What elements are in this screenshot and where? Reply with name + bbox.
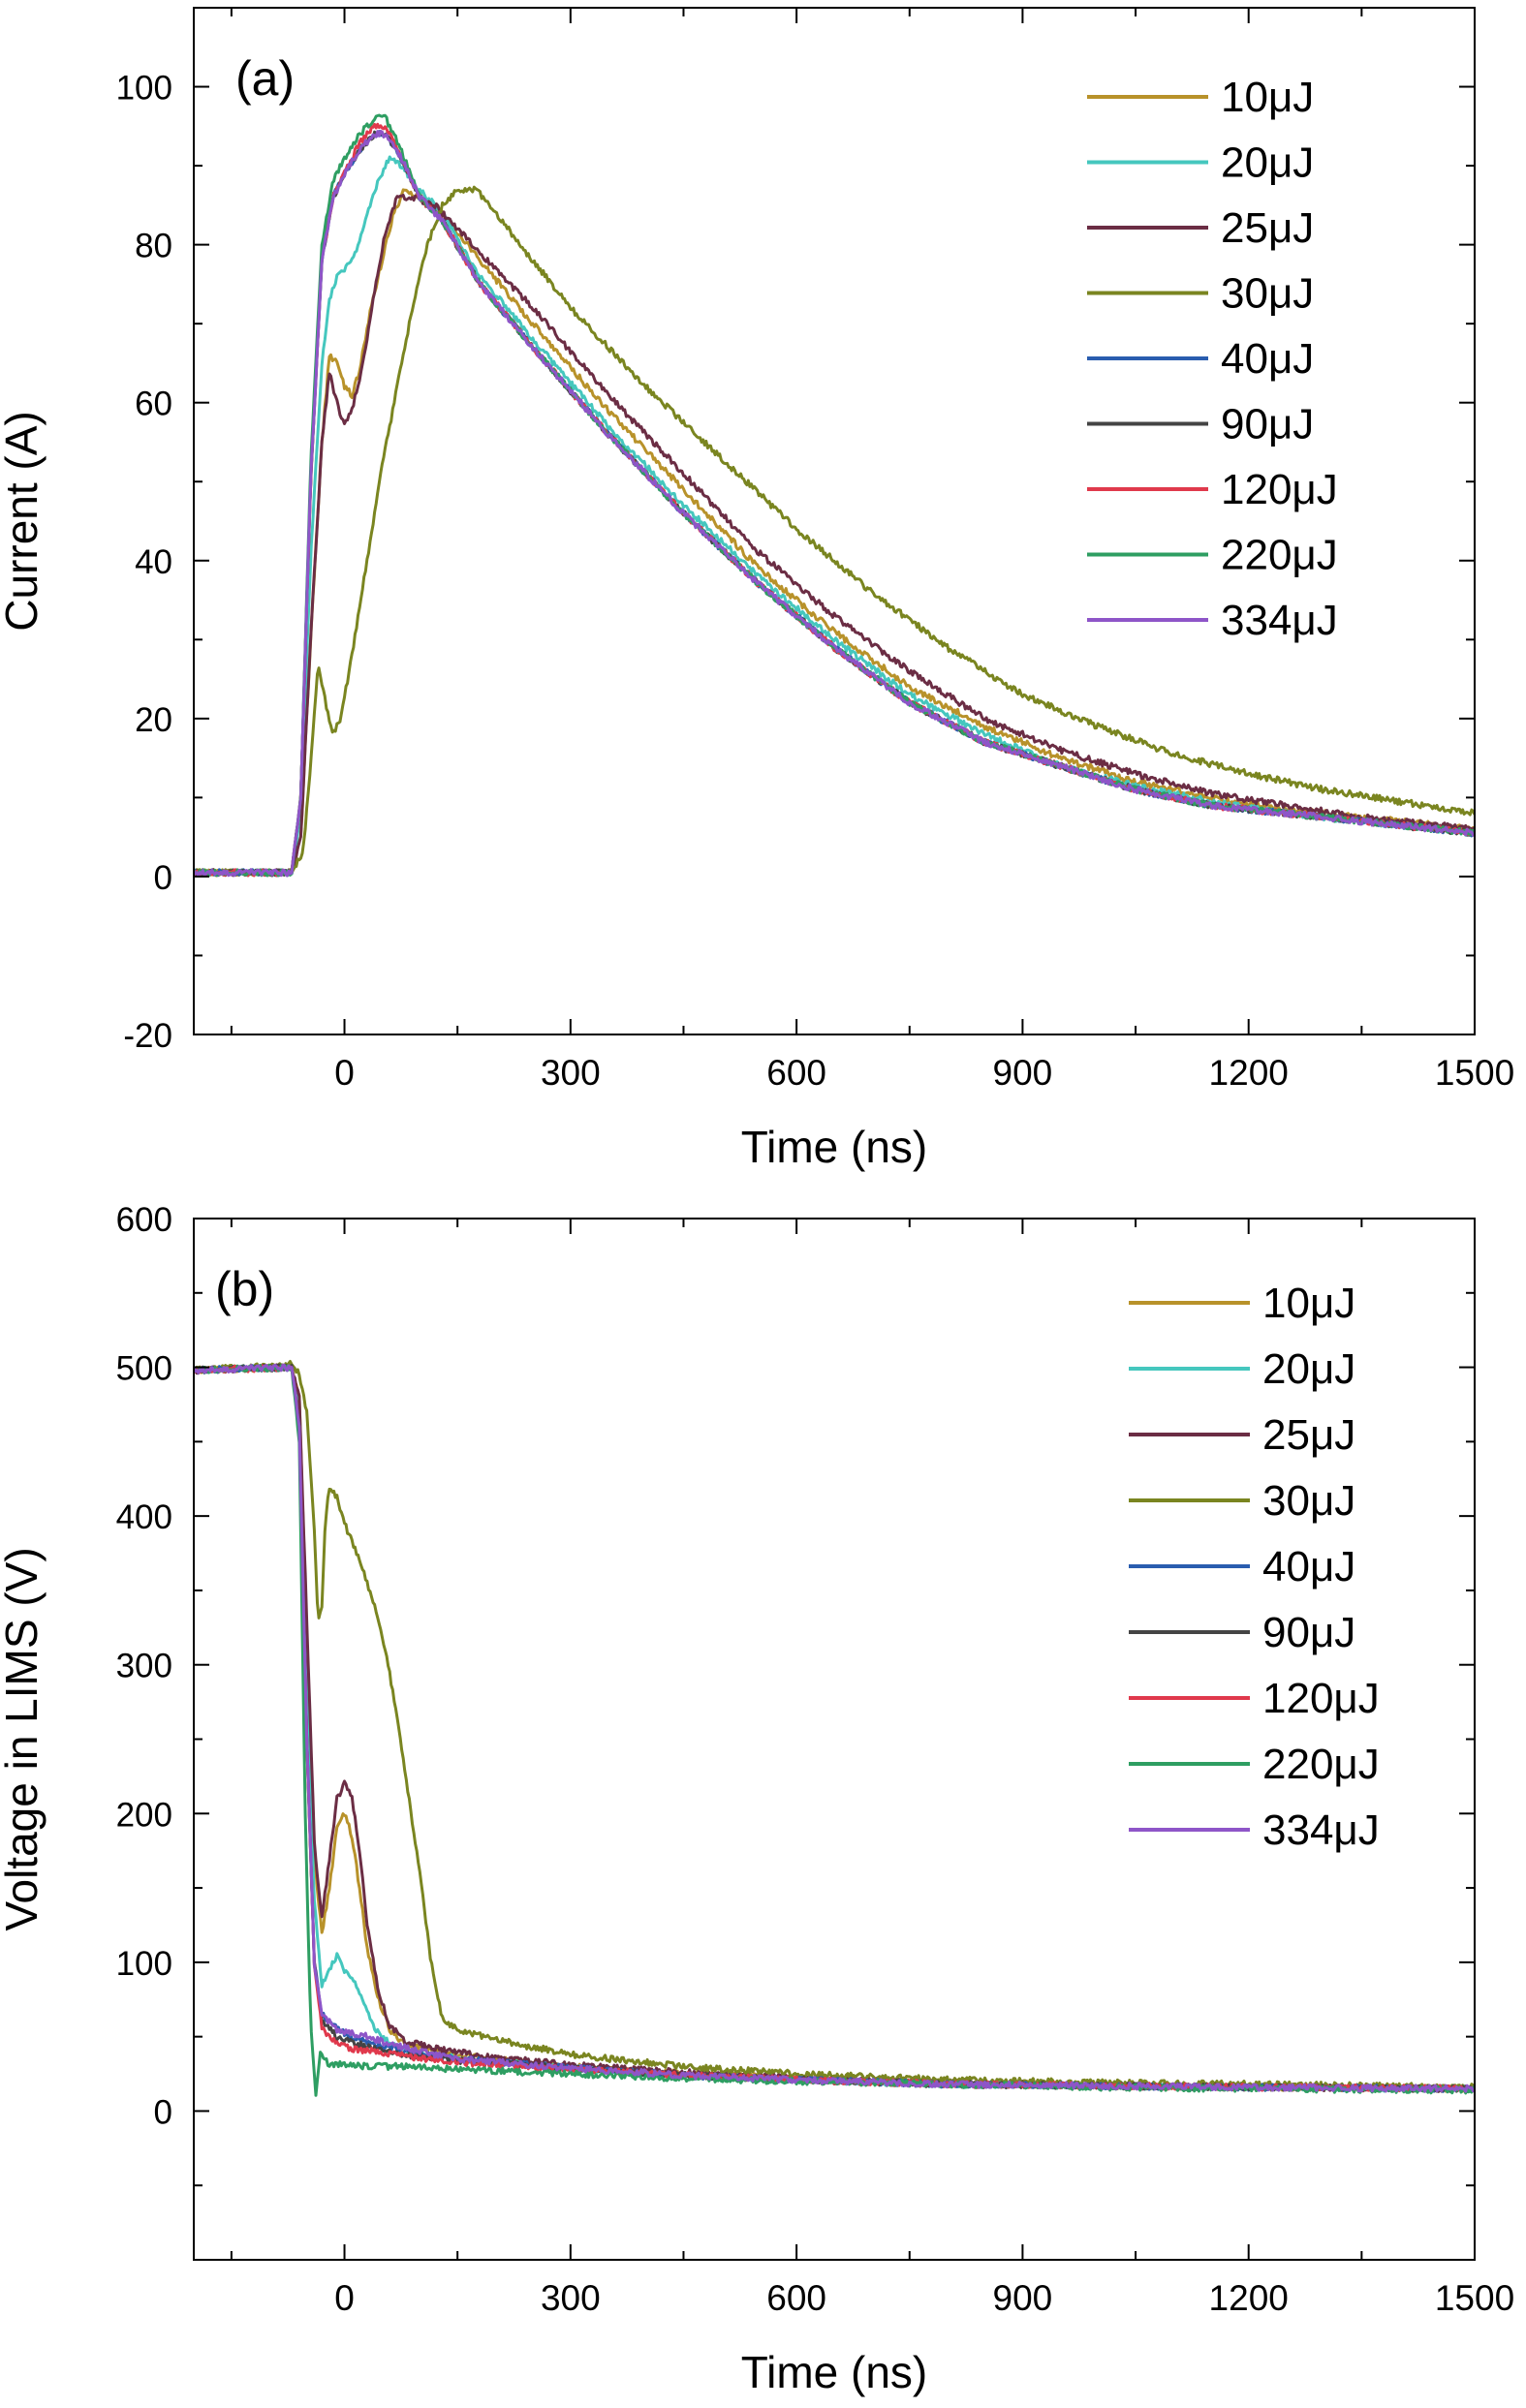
chart-a-panel-label: (a) [235,51,295,106]
chart-a-y-tick-label: 40 [135,543,172,581]
chart-b-legend-label: 334μJ [1262,1806,1380,1854]
chart-a-series-line [194,194,1475,878]
chart-a-x-tick-label: 300 [541,1053,601,1093]
chart-b-y-tick-label: 600 [116,1201,172,1239]
chart-a-x-axis-label: Time (ns) [741,1122,928,1172]
chart-b-series-layer [194,1360,1475,2097]
chart-b-y-tick-label: 200 [116,1796,172,1834]
chart-b-series-line [194,1363,1475,2093]
chart-b-x-tick-label: 600 [766,2278,826,2318]
chart-b-x-tick-label: 900 [993,2278,1053,2318]
chart-a-ticks: 0 300 600 900 1200 1500 -20 0 20 40 60 80 100 [116,7,1514,1093]
chart-b-series-line [194,1364,1475,2097]
chart-a-legend-label: 20μJ [1221,139,1314,187]
chart-b-y-tick-label: 0 [154,2093,172,2131]
chart-b-panel-label: (b) [215,1262,274,1316]
chart-a-series-line [194,129,1475,878]
chart-a-legend-label: 40μJ [1221,335,1314,383]
chart-a-y-tick-label: 60 [135,386,172,423]
chart-a-legend-label: 30μJ [1221,270,1314,318]
chart-b-y-axis-label: Voltage in LIMS (V) [0,1547,47,1930]
chart-a-x-tick-label: 0 [334,1053,355,1093]
chart-a-legend-label: 334μJ [1221,597,1338,644]
chart-a-legend-label: 220μJ [1221,532,1338,579]
chart-b-legend-label: 220μJ [1262,1741,1380,1788]
chart-b-legend-label: 25μJ [1262,1411,1355,1459]
chart-b-series-line [194,1363,1475,2093]
chart-b-legend-label: 10μJ [1262,1280,1355,1327]
chart-b-series-line [194,1360,1475,2091]
chart-b-y-tick-label: 100 [116,1945,172,1983]
chart-a-y-axis-label: Current (A) [0,411,47,631]
chart-b-legend-label: 120μJ [1262,1675,1380,1722]
chart-a: 0 300 600 900 1200 1500 -20 0 20 40 60 80 100 (a) Ti… [0,7,1514,1172]
chart-b-legend-label: 90μJ [1262,1609,1355,1656]
chart-b-y-tick-label: 400 [116,1498,172,1536]
chart-a-x-tick-label: 900 [993,1053,1053,1093]
chart-b-series-line [194,1363,1475,2093]
chart-a-x-tick-label: 1200 [1209,1053,1289,1093]
chart-b-x-tick-label: 1500 [1435,2278,1514,2318]
chart-a-y-tick-label: 0 [154,859,172,897]
chart-b-series-line [194,1363,1475,2093]
chart-b: 0 300 600 900 1200 1500 0 100 200 300 400 500 600 (b… [0,1201,1514,2397]
chart-b-x-axis-label: Time (ns) [741,2347,928,2397]
chart-a-series-layer [194,113,1475,878]
chart-a-series-line [194,155,1475,878]
chart-b-y-tick-label: 300 [116,1648,172,1685]
chart-a-legend-label: 25μJ [1221,204,1314,252]
chart-a-x-tick-label: 1500 [1435,1053,1514,1093]
chart-a-series-line [194,113,1475,878]
chart-a-frame [193,7,1476,1035]
chart-a-y-tick-label: 100 [116,70,172,108]
chart-b-series-line [194,1363,1475,2094]
chart-a-legend-label: 90μJ [1221,401,1314,448]
chart-a-series-line [194,185,1475,878]
chart-b-legend-label: 40μJ [1262,1543,1355,1590]
chart-a-y-tick-label: 80 [135,228,172,265]
chart-b-legend-label: 20μJ [1262,1345,1355,1393]
chart-b-ticks: 0 300 600 900 1200 1500 0 100 200 300 400 500 600 [116,1201,1515,2318]
chart-a-legend-label: 10μJ [1221,74,1314,121]
chart-b-x-tick-label: 0 [334,2278,355,2318]
chart-b-series-line [194,1364,1475,2094]
chart-a-y-tick-label: -20 [123,1017,172,1055]
chart-a-x-tick-label: 600 [766,1053,826,1093]
chart-b-x-tick-label: 1200 [1209,2278,1289,2318]
chart-b-y-tick-label: 500 [116,1350,172,1388]
chart-a-y-tick-label: 20 [135,701,172,739]
chart-b-series-line [194,1363,1475,2093]
chart-b-legend: 10μJ 20μJ 25μJ 30μJ 40μJ 90μJ 120μJ 220μJ 334μJ [1129,1280,1380,1854]
chart-b-legend-label: 30μJ [1262,1477,1355,1525]
chart-a-legend-label: 120μJ [1221,466,1338,513]
chart-b-x-tick-label: 300 [541,2278,601,2318]
chart-a-legend: 10μJ 20μJ 25μJ 30μJ 40μJ 90μJ 120μJ 220μJ 334μJ [1087,74,1338,644]
